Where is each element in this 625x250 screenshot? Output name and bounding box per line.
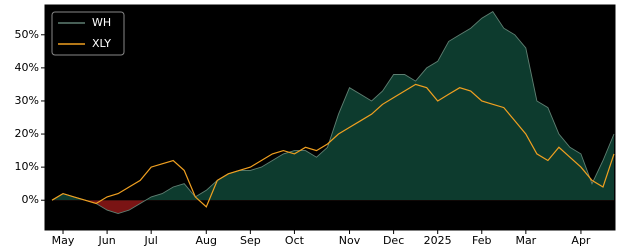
x-tick-label: Dec — [383, 234, 404, 247]
y-tick-label: 10% — [15, 160, 39, 173]
y-tick-label: 50% — [15, 28, 39, 41]
legend-label: XLY — [92, 37, 111, 50]
y-tick-label: 30% — [15, 94, 39, 107]
y-tick-label: 40% — [15, 61, 39, 74]
x-tick-label: Jun — [98, 234, 116, 247]
x-tick-label: Mar — [515, 234, 536, 247]
legend-label: WH — [92, 16, 111, 29]
x-tick-label: Nov — [339, 234, 361, 247]
area-negative — [52, 200, 614, 214]
x-tick-label: Sep — [240, 234, 261, 247]
x-tick-label: 2025 — [424, 234, 452, 247]
x-tick-label: Oct — [285, 234, 305, 247]
x-tick-label: Aug — [196, 234, 217, 247]
line — [51, 10, 615, 214]
x-tick-label: Apr — [571, 234, 591, 247]
legend-box — [51, 11, 125, 56]
x-tick-label: Jul — [144, 234, 158, 247]
area-positive — [52, 11, 614, 201]
x-tick-label: Feb — [472, 234, 491, 247]
y-tick-label: 0% — [22, 193, 39, 206]
y-tick-label: 20% — [15, 127, 39, 140]
plot-frame — [44, 4, 616, 231]
x-tick-label: May — [52, 234, 75, 247]
line — [51, 83, 615, 208]
legend: WH XLY — [51, 11, 125, 56]
